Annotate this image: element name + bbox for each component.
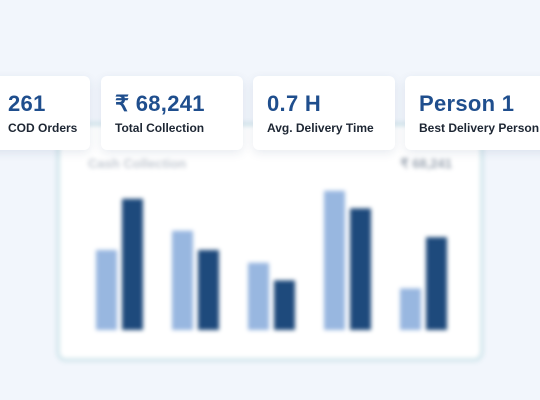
bar-series-2-group-3: [274, 280, 295, 330]
cash-collection-chart-card: Cash Collection ₹ 68,241: [56, 122, 484, 362]
bar-series-1-group-3: [248, 262, 269, 330]
bar-series-1-group-5: [400, 288, 421, 330]
kpi-value: 261: [8, 91, 46, 116]
bar-series-2-group-1: [122, 198, 143, 330]
kpi-label: COD Orders: [8, 121, 78, 135]
bar-series-1-group-4: [324, 190, 345, 330]
chart-total: ₹ 68,241: [400, 156, 452, 171]
kpi-label: Total Collection: [115, 121, 205, 135]
kpi-label: Avg. Delivery Time: [267, 121, 374, 135]
bar-series-2-group-4: [350, 208, 371, 330]
kpi-value: Person 1: [419, 91, 515, 116]
kpi-value: ₹ 68,241: [115, 91, 205, 116]
kpi-card-best-delivery-person[interactable]: Person 1 Best Delivery Person: [405, 76, 540, 150]
kpi-card-avg-delivery-time[interactable]: 0.7 H Avg. Delivery Time: [253, 76, 395, 150]
kpi-value: 0.7 H: [267, 91, 322, 116]
kpi-label: Best Delivery Person: [419, 121, 540, 135]
kpi-card-total-collection[interactable]: ₹ 68,241 Total Collection: [101, 76, 243, 150]
bar-series-2-group-2: [198, 250, 219, 330]
bar-series-1-group-2: [172, 230, 193, 330]
bar-series-2-group-5: [426, 237, 447, 330]
chart-title: Cash Collection: [88, 156, 187, 171]
kpi-card-cod-orders[interactable]: 261 COD Orders: [0, 76, 90, 150]
cash-collection-chart: [96, 190, 447, 330]
bar-series-1-group-1: [96, 250, 117, 330]
